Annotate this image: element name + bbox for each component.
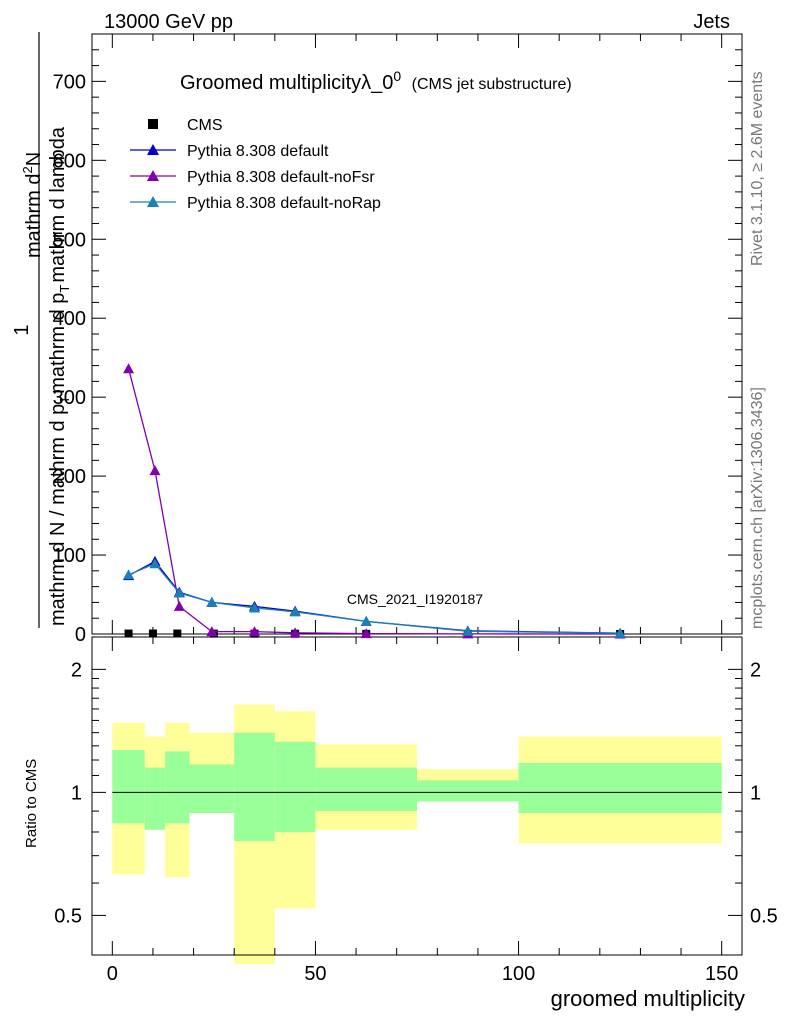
y-tick-label: 200 <box>53 466 86 488</box>
data-point-triangle <box>289 627 301 638</box>
data-point-triangle <box>360 615 372 626</box>
ratio-tick-label-right: 0.5 <box>750 905 778 927</box>
ratio-tick-label-right: 1 <box>750 782 761 804</box>
ratio-band-inner <box>274 741 316 832</box>
data-point-triangle <box>173 600 185 611</box>
ratio-plot-frame <box>91 636 743 956</box>
data-point-triangle <box>206 626 218 637</box>
y-label-numerator: 1 <box>11 324 33 335</box>
data-point-cms <box>148 629 157 638</box>
data-point-triangle <box>249 602 260 613</box>
legend-marker-square <box>148 119 158 129</box>
data-point-triangle <box>149 558 161 569</box>
ratio-band-inner <box>165 751 190 824</box>
y-label-upper-text: mathrm d2N <box>20 152 45 258</box>
x-tick-label: 0 <box>107 963 118 985</box>
legend-marker-triangle <box>147 196 159 207</box>
ratio-band-inner <box>189 764 235 814</box>
ratio-tick-label-left: 2 <box>71 659 82 681</box>
legend-marker-triangle <box>147 144 159 155</box>
data-point-cms <box>173 629 182 638</box>
y-axis-label: 1 mathrm d N / mathrm d pTmathrm d pTmath… <box>11 32 72 628</box>
ratio-ylabel: Ratio to CMS <box>23 759 40 848</box>
ratio-tick-label-left: 1 <box>71 782 82 804</box>
data-point-triangle <box>360 628 372 639</box>
header-energy: 13000 GeV pp <box>104 11 233 33</box>
data-point-cms <box>124 629 133 638</box>
ratio-band-inner <box>518 763 722 814</box>
mcplots-source-label: mcplots.cern.ch [arXiv:1306.3436] <box>749 387 766 629</box>
ratio-band-inner <box>417 780 519 802</box>
y-tick-label: 100 <box>53 545 86 567</box>
y-tick-label: 600 <box>53 150 86 172</box>
ratio-band-inner <box>234 732 275 842</box>
y-tick-label: 700 <box>53 71 86 93</box>
x-tick-label: 150 <box>705 963 738 985</box>
series-layer <box>123 363 626 639</box>
ratio-band-inner <box>112 749 145 824</box>
x-tick-label: 50 <box>304 963 326 985</box>
ratio-tick-label-left: 0.5 <box>54 905 82 927</box>
x-tick-label: 100 <box>502 963 535 985</box>
data-point-triangle <box>123 363 135 374</box>
data-point-triangle <box>123 569 135 580</box>
ratio-bands <box>112 704 722 965</box>
header-category: Jets <box>693 11 730 33</box>
data-point-triangle <box>289 606 301 617</box>
ratio-band-inner <box>315 767 417 812</box>
analysis-id: CMS_2021_I1920187 <box>347 591 483 607</box>
y-tick-label: 500 <box>53 229 86 251</box>
data-point-triangle <box>149 465 161 476</box>
legend-label: Pythia 8.308 default-noRap <box>187 195 381 212</box>
legend-label: Pythia 8.308 default <box>187 143 329 160</box>
y-axis-label-upper: mathrm d2N <box>20 152 45 258</box>
y-tick-label: 400 <box>53 308 86 330</box>
data-point-triangle <box>614 627 626 638</box>
data-point-triangle <box>206 596 218 607</box>
data-point-triangle <box>173 587 185 598</box>
y-tick-label: 300 <box>53 387 86 409</box>
rivet-version-label: Rivet 3.1.10, ≥ 2.6M events <box>749 71 766 266</box>
legend-marker-triangle <box>147 170 159 181</box>
y-tick-label: 0 <box>75 624 86 646</box>
legend-label: CMS <box>187 117 223 134</box>
data-point-triangle <box>462 625 474 636</box>
data-point-triangle <box>249 626 260 637</box>
plot-title: Groomed multiplicityλ_00 (CMS jet substr… <box>180 68 572 94</box>
ratio-tick-label-right: 2 <box>750 659 761 681</box>
legend-label: Pythia 8.308 default-noFsr <box>187 169 375 186</box>
ratio-band-inner <box>144 767 166 830</box>
y-label-denominator: mathrm d N / mathrm d pTmathrm d pTmathr… <box>47 126 72 626</box>
x-axis-label: groomed multiplicity <box>551 986 745 1011</box>
